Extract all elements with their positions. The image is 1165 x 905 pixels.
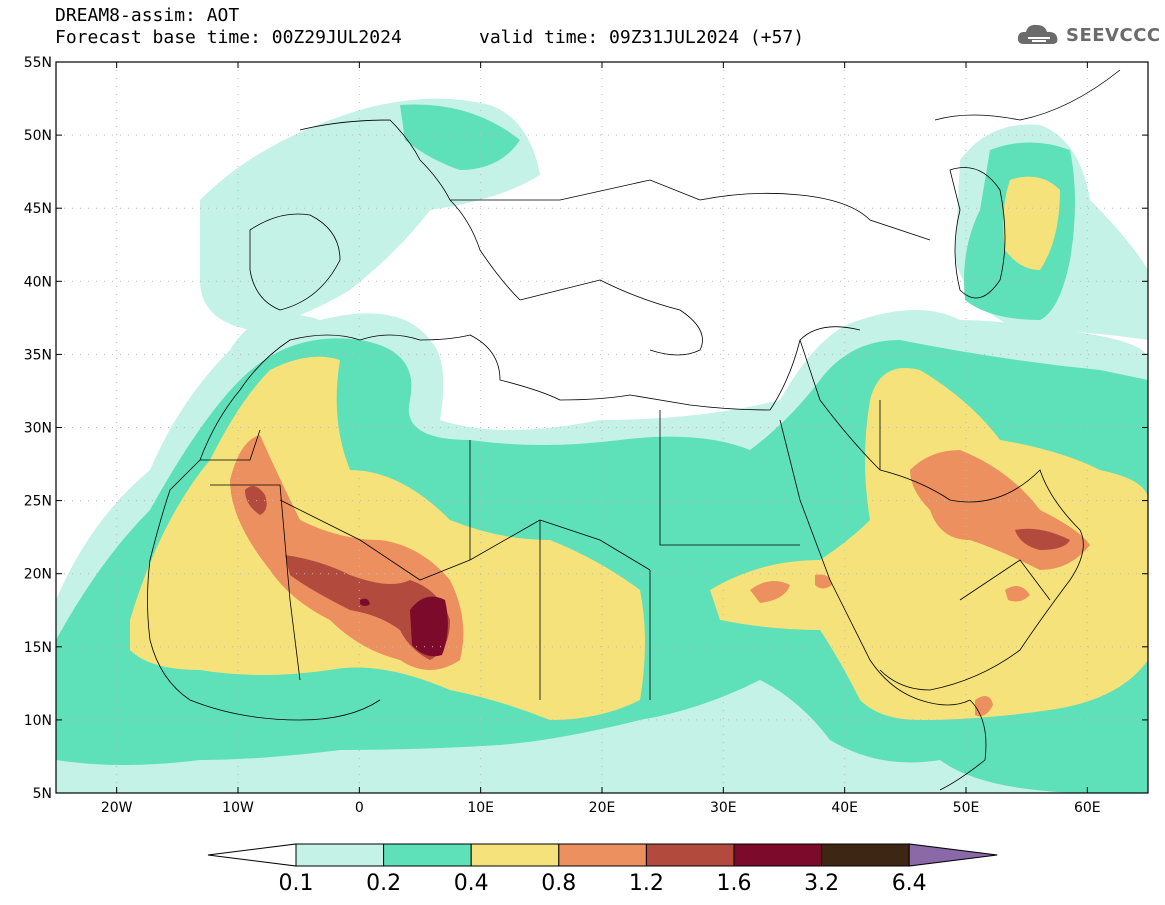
colorbar-box — [733, 843, 823, 867]
colorbar-label: 3.2 — [804, 871, 839, 896]
colorbar-box — [821, 843, 910, 867]
logo-text: SEEVCCC — [1066, 24, 1161, 46]
colorbar-overflow-arrow — [908, 843, 998, 867]
lat-label: 10N — [24, 713, 52, 729]
cloud-icon — [1017, 24, 1058, 44]
colorbar-box — [645, 843, 735, 867]
coastlines — [147, 69, 1121, 791]
longitude-axis: 20W 10W 0 10E 20E 30E 40E 50E 60E — [101, 62, 1101, 816]
lon-label: 60E — [1074, 800, 1101, 816]
lon-label: 40E — [831, 800, 858, 816]
colorbar-label: 0.1 — [279, 871, 314, 896]
lat-label: 40N — [24, 274, 52, 290]
colorbar-box — [295, 843, 385, 867]
aot-band-1.6 — [360, 596, 448, 657]
lat-label: 25N — [24, 494, 52, 510]
colorbar-label: 1.6 — [717, 871, 752, 896]
lon-label: 50E — [953, 800, 980, 816]
forecast-base-time: Forecast base time: 00Z29JUL2024 — [55, 27, 402, 48]
latitude-axis: 55N 50N 45N 40N 35N 30N 25N 20N 15N 10N 5N — [24, 55, 1148, 802]
colorbar-label: 6.4 — [892, 871, 927, 896]
lat-label: 50N — [24, 128, 52, 144]
colorbar-underflow-arrow — [207, 843, 297, 867]
valid-time: valid time: 09Z31JUL2024 (+57) — [479, 27, 805, 48]
colorbar-label: 0.8 — [541, 871, 576, 896]
colorbar-label: 1.2 — [629, 871, 664, 896]
aot-band-1.2 — [245, 486, 1070, 660]
map-title: DREAM8-assim: AOT — [55, 5, 240, 26]
lon-label: 30E — [710, 800, 737, 816]
lon-label: 0 — [355, 800, 364, 816]
lat-label: 5N — [33, 786, 52, 802]
lon-label: 10W — [222, 800, 254, 816]
lat-label: 15N — [24, 640, 52, 656]
colorbar-label: 0.2 — [366, 871, 401, 896]
lon-label: 20W — [101, 800, 133, 816]
seevccc-logo: SEEVCCC — [1016, 22, 1161, 48]
lat-label: 35N — [24, 347, 52, 363]
aot-field — [56, 98, 1148, 793]
colorbar-label: 0.4 — [454, 871, 489, 896]
colorbar-box — [470, 843, 560, 867]
lon-label: 20E — [589, 800, 616, 816]
lat-label: 30N — [24, 421, 52, 437]
colorbar-box — [558, 843, 647, 867]
lat-label: 45N — [24, 201, 52, 217]
lat-label: 55N — [24, 55, 52, 71]
colorbar: 0.1 0.2 0.4 0.8 1.2 1.6 3.2 6.4 — [207, 843, 998, 896]
lon-label: 10E — [467, 800, 494, 816]
lat-label: 20N — [24, 567, 52, 583]
colorbar-box — [383, 843, 472, 867]
